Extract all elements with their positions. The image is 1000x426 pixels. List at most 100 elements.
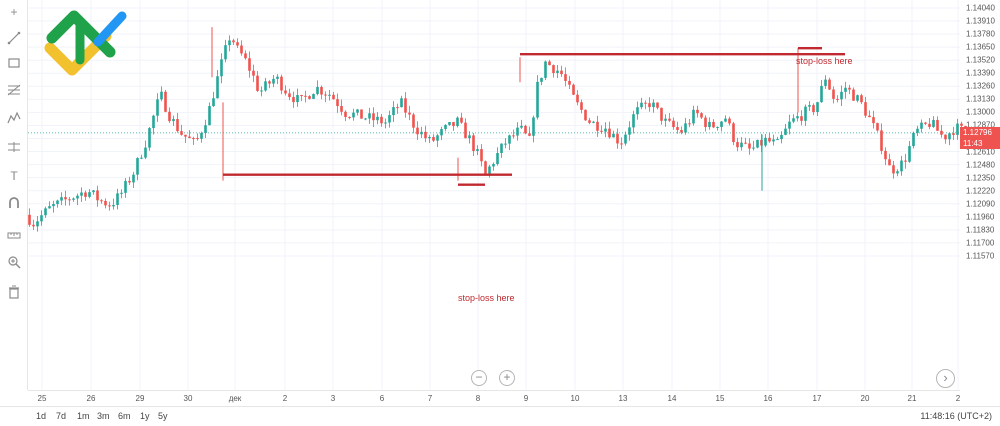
- candle-body: [496, 153, 499, 164]
- candle-body: [884, 150, 887, 160]
- candle-body: [68, 199, 71, 201]
- candle-body: [904, 160, 907, 162]
- candle-body: [264, 81, 267, 91]
- zoom-out-button[interactable]: −: [471, 370, 487, 386]
- candle-body: [672, 120, 675, 128]
- range-6m-button[interactable]: 6m: [118, 411, 131, 421]
- candle-body: [580, 102, 583, 110]
- range-1d-button[interactable]: 1d: [36, 411, 47, 421]
- zoom-in-icon[interactable]: [4, 252, 24, 272]
- range-3m-button[interactable]: 3m: [97, 411, 110, 421]
- range-5y-button[interactable]: 5y: [158, 411, 168, 421]
- candle-body: [704, 117, 707, 128]
- time-axis: 25 26 29 30 дек 2 3 6 7 8 9 10 13 14 15 16 17 20 21 2: [28, 390, 960, 406]
- candle-body: [172, 119, 175, 122]
- candle-body: [500, 143, 503, 154]
- candle-body: [804, 106, 807, 121]
- candle-body: [684, 123, 687, 133]
- candle-body: [92, 190, 95, 193]
- candle-body: [324, 94, 327, 96]
- candle-body: [296, 95, 299, 103]
- candle-body: [136, 158, 139, 175]
- time-tick-label: дек: [228, 394, 242, 403]
- candle-body: [932, 119, 935, 127]
- ruler-icon[interactable]: [4, 224, 24, 244]
- candle-body: [924, 122, 927, 124]
- candle-body: [148, 128, 151, 148]
- range-1m-button[interactable]: 1m: [77, 411, 90, 421]
- candle-body: [80, 192, 83, 196]
- candle-body: [40, 215, 43, 222]
- measure-icon[interactable]: [4, 137, 24, 157]
- candle-body: [304, 95, 307, 97]
- time-tick-label: 15: [715, 394, 725, 403]
- candle-body: [828, 79, 831, 90]
- magnet-icon[interactable]: [4, 193, 24, 213]
- range-1y-button[interactable]: 1y: [140, 411, 150, 421]
- candle-body: [52, 204, 55, 207]
- candle-body: [168, 111, 171, 122]
- price-tick-label: 1.12220: [966, 186, 995, 196]
- candle-body: [788, 121, 791, 129]
- time-tick-label: 10: [570, 394, 580, 403]
- candle-body: [292, 97, 295, 103]
- candle-body: [564, 74, 567, 81]
- candle-body: [160, 91, 163, 100]
- rectangle-icon[interactable]: [4, 53, 24, 73]
- candle-body: [668, 118, 671, 121]
- candle-body: [604, 128, 607, 132]
- time-tick-label: 8: [475, 394, 481, 403]
- price-tick-label: 1.13000: [966, 107, 995, 117]
- candle-body: [596, 121, 599, 131]
- candle-body: [84, 192, 87, 197]
- candle-body: [744, 142, 747, 144]
- candle-body: [436, 135, 439, 141]
- candle-body: [792, 118, 795, 122]
- drawing-toolbar: + T: [0, 0, 28, 390]
- candle-body: [232, 40, 235, 43]
- candle-body: [652, 102, 655, 108]
- candle-body: [728, 118, 731, 124]
- candle-body: [916, 128, 919, 133]
- candle-body: [872, 117, 875, 124]
- candle-body: [752, 147, 755, 149]
- candle-body: [308, 96, 311, 99]
- candle-body: [948, 133, 951, 140]
- zoom-in-button[interactable]: +: [499, 370, 515, 386]
- candle-body: [116, 193, 119, 205]
- candle-body: [624, 134, 627, 144]
- candlestick-chart[interactable]: [0, 0, 1000, 406]
- candle-body: [32, 224, 35, 227]
- candle-body: [928, 123, 931, 127]
- time-tick-label: 7: [427, 394, 433, 403]
- fib-retracement-icon[interactable]: [4, 80, 24, 100]
- candle-body: [360, 109, 363, 119]
- time-tick-label: 14: [667, 394, 677, 403]
- text-icon[interactable]: T: [10, 169, 18, 183]
- candle-body: [888, 159, 891, 166]
- trend-line-icon[interactable]: [4, 28, 24, 48]
- scroll-to-realtime-button[interactable]: ›: [936, 369, 955, 388]
- candle-body: [364, 118, 367, 120]
- range-7d-button[interactable]: 7d: [56, 411, 67, 421]
- pattern-icon[interactable]: [4, 108, 24, 128]
- trash-icon[interactable]: [4, 282, 24, 302]
- candle-body: [592, 121, 595, 123]
- candle-body: [880, 130, 883, 151]
- candle-body: [460, 117, 463, 123]
- candle-body: [780, 134, 783, 140]
- candle-body: [940, 130, 943, 135]
- candle-body: [712, 121, 715, 128]
- candle-body: [124, 180, 127, 193]
- candle-body: [588, 120, 591, 123]
- candle-body: [208, 106, 211, 126]
- candle-body: [720, 121, 723, 127]
- candle-body: [452, 122, 455, 127]
- candle-body: [536, 81, 539, 118]
- candle-body: [404, 98, 407, 113]
- crosshair-icon[interactable]: +: [10, 5, 18, 19]
- candle-body: [132, 174, 135, 183]
- price-tick-label: 1.12610: [966, 147, 995, 157]
- candle-body: [352, 112, 355, 118]
- candle-body: [472, 135, 475, 152]
